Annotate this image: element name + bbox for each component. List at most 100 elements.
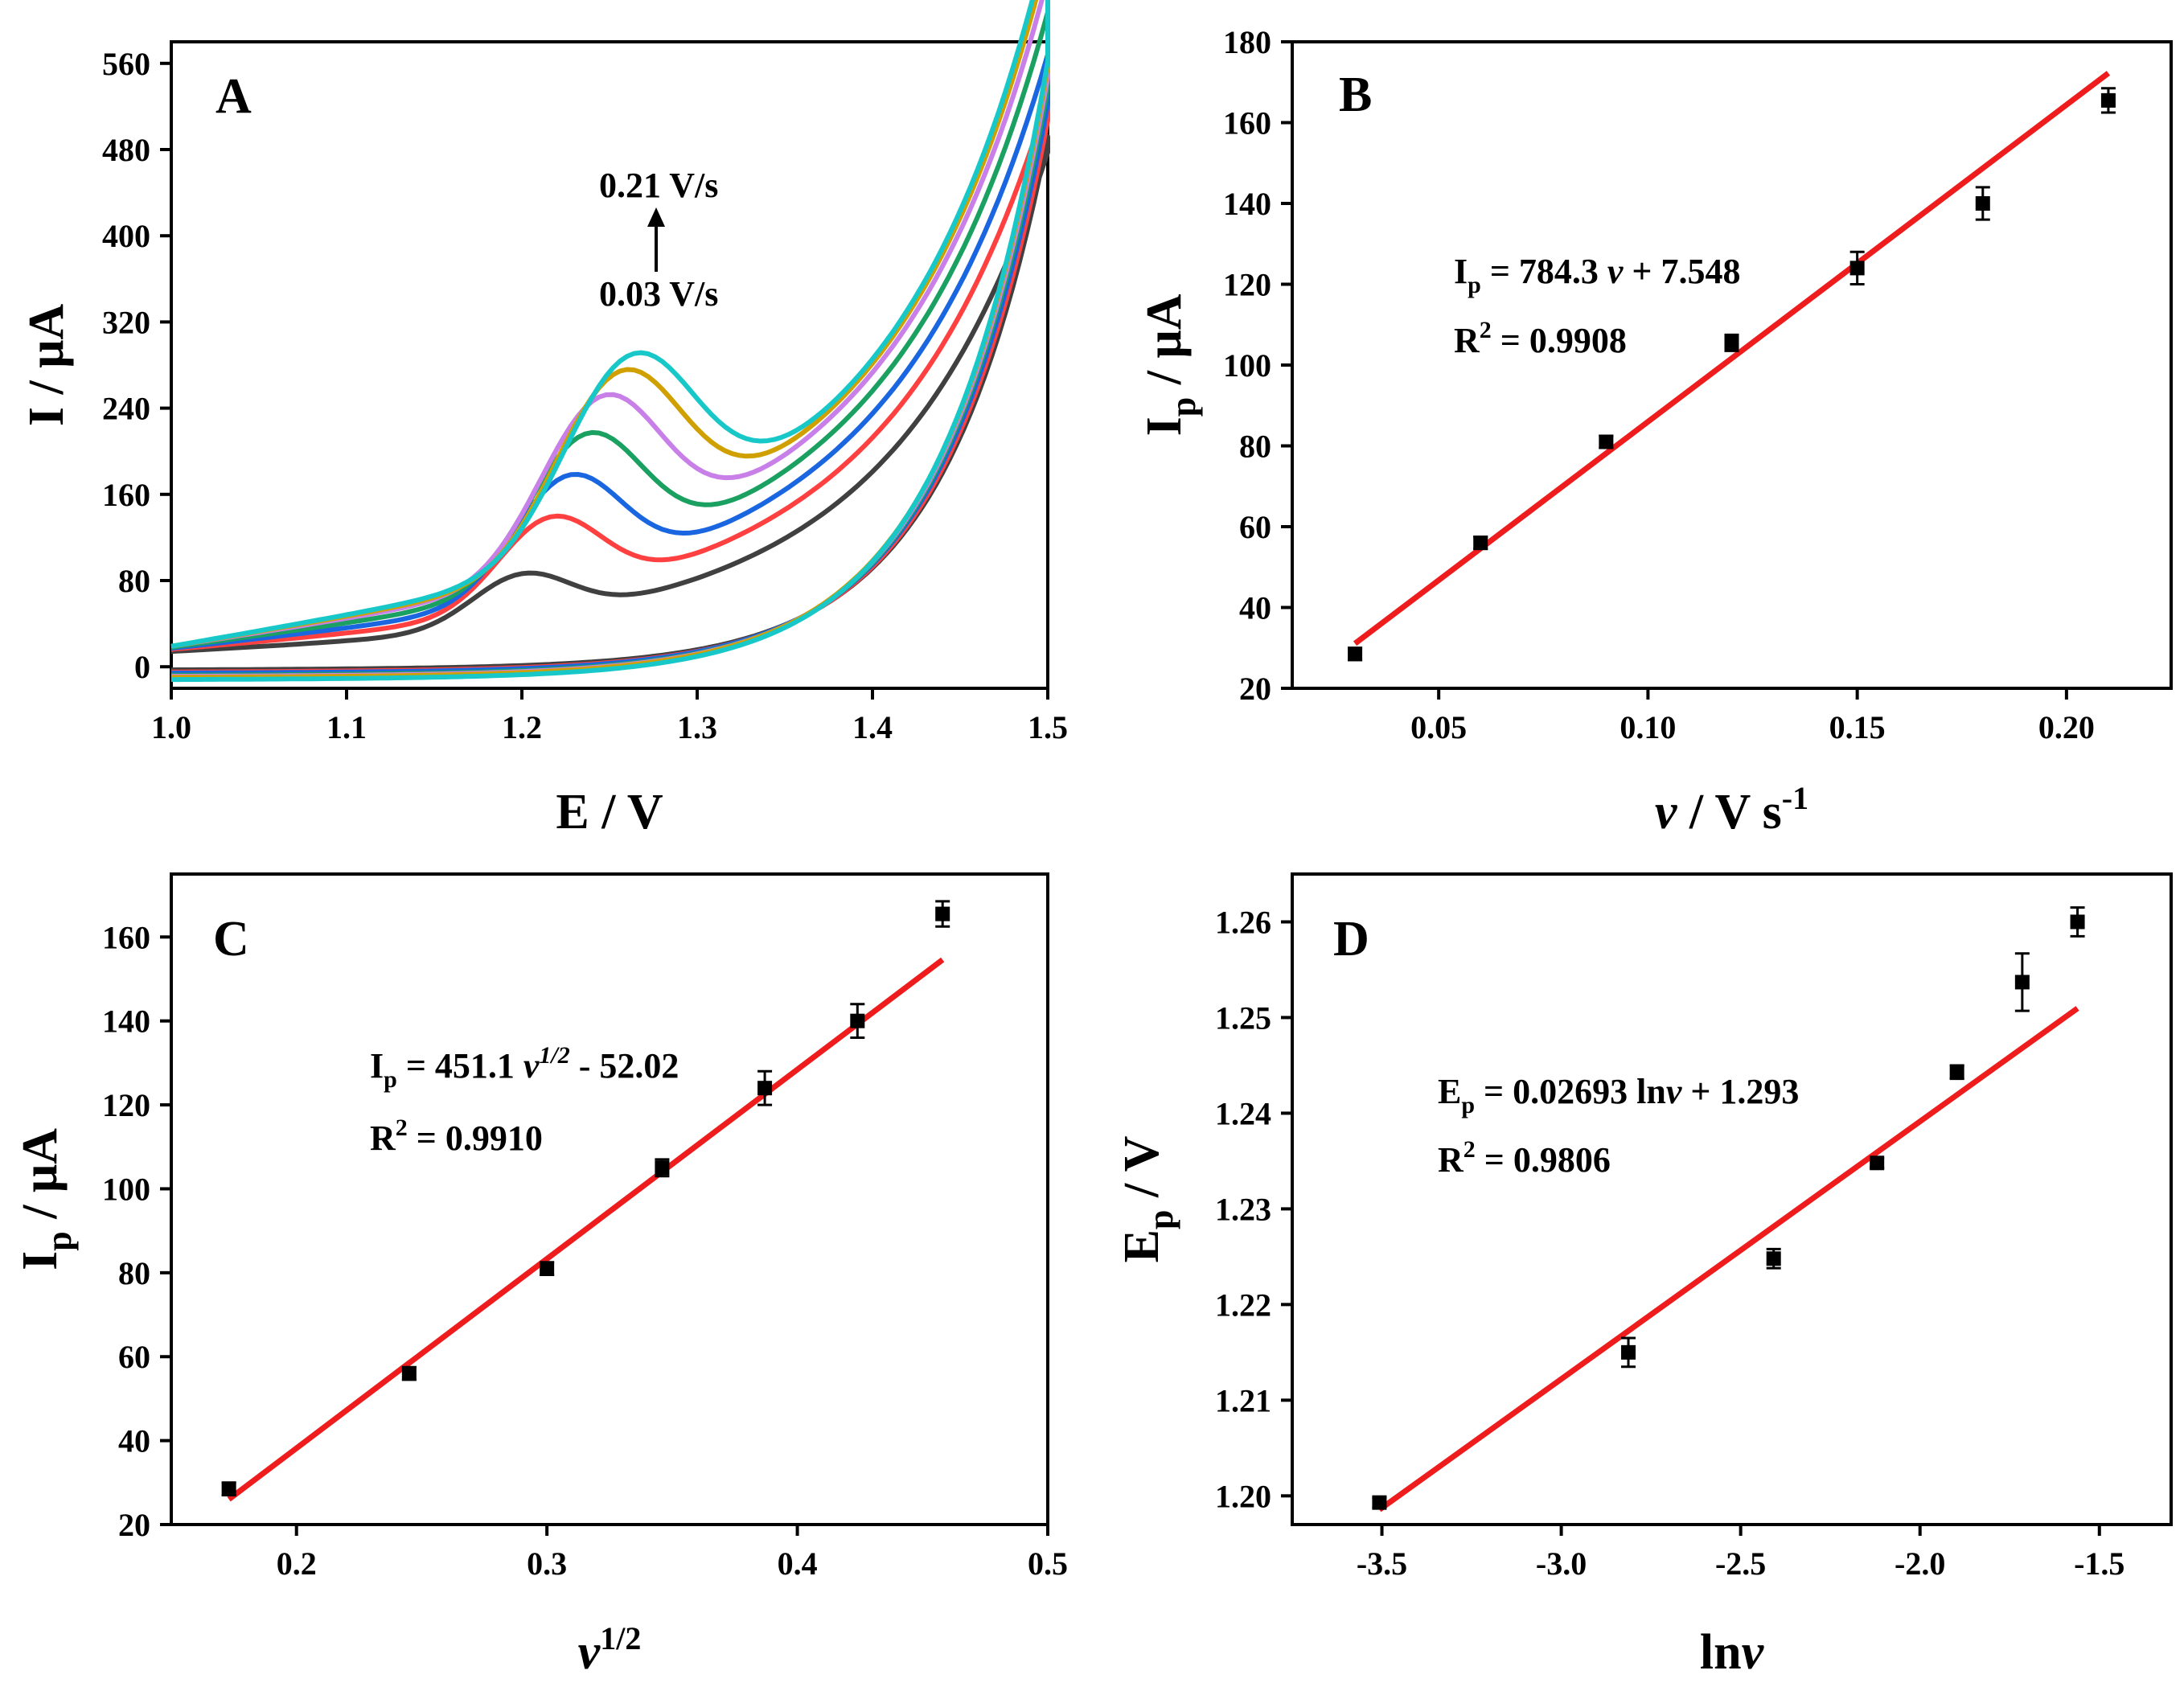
panel-letter: B (1339, 68, 1372, 122)
arrow-head (647, 207, 665, 227)
r-squared: R2 = 0.9910 (370, 1114, 543, 1158)
y-tick-label: 80 (118, 563, 150, 599)
data-point (401, 1366, 417, 1381)
y-tick-label: 60 (1239, 509, 1271, 545)
eq-var-sup: 1/2 (539, 1042, 569, 1069)
x-tick-label: 1.4 (852, 709, 893, 745)
r2-sup: 2 (396, 1114, 408, 1141)
ylab-unit: / V (1115, 1135, 1169, 1209)
data-point (2100, 92, 2116, 108)
y-tick-label: 80 (1239, 429, 1271, 465)
x-axis-title: v / V s-1 (1655, 780, 1808, 839)
y-tick-label: 40 (1239, 590, 1271, 626)
data-point (1724, 335, 1739, 351)
cv-curve (170, 0, 1050, 680)
y-tick-label: 160 (102, 919, 150, 955)
y-tick-label: 160 (102, 477, 150, 513)
ylab-unit: / μA (13, 1128, 68, 1231)
plot-frame (170, 872, 1049, 1526)
y-tick-label: 1.23 (1215, 1191, 1271, 1227)
cv-curve (170, 51, 1050, 676)
data-point (540, 1261, 555, 1276)
eq-sub: p (1468, 272, 1481, 298)
y-axis-title: I / μA (19, 304, 74, 427)
y-tick-label: 60 (118, 1339, 150, 1375)
ylab-sub: p (1164, 397, 1203, 417)
y-tick-label: 100 (1223, 347, 1271, 384)
data-point (757, 1081, 773, 1096)
r-squared: R2 = 0.9908 (1454, 317, 1627, 360)
data-point (1599, 434, 1614, 449)
data-point (1372, 1495, 1387, 1510)
x-tick-label: 0.20 (2038, 709, 2095, 745)
data-point (2070, 914, 2085, 930)
annotation-top: 0.21 V/s (599, 166, 718, 205)
data-point (1621, 1344, 1636, 1360)
x-axis-title: v1/2 (578, 1620, 642, 1680)
x-tick-label: 0.3 (527, 1545, 567, 1582)
y-tick-label: 320 (102, 304, 150, 340)
ylab-i: I (13, 1251, 68, 1270)
eq-lhs: I (370, 1046, 384, 1086)
eq-mid: = 0.02693 ln (1475, 1072, 1666, 1111)
eq-var: v (523, 1046, 540, 1086)
data-point (1473, 536, 1488, 551)
y-tick-label: 1.25 (1215, 999, 1271, 1036)
x-tick-label: 0.5 (1028, 1545, 1068, 1582)
y-tick-label: 1.26 (1215, 904, 1271, 940)
annotation-bottom: 0.03 V/s (599, 274, 718, 314)
x-tick-label: 0.2 (277, 1545, 317, 1582)
y-tick-label: 140 (1223, 186, 1271, 222)
x-axis-title: lnv (1700, 1625, 1765, 1680)
r-squared: R2 = 0.9806 (1438, 1136, 1611, 1180)
xlab-ln: ln (1700, 1625, 1742, 1680)
plot-frame (170, 40, 1049, 690)
cv-curve (170, 133, 1050, 673)
eq-var: v (1607, 252, 1624, 291)
cv-curve (170, 0, 1050, 683)
panel-letter: A (216, 69, 252, 124)
ylab-i: I (1137, 417, 1192, 436)
ylab-sub: p (1141, 1210, 1180, 1229)
y-tick-label: 1.24 (1215, 1095, 1271, 1131)
xlab-exp: -1 (1782, 780, 1808, 816)
y-axis-title: Ep / V (1115, 1135, 1180, 1262)
xlab-var: v (578, 1625, 601, 1680)
eq-sub: p (384, 1066, 397, 1093)
y-axis-title: Ip / μA (13, 1128, 79, 1270)
panel-a: 1.0 1.1 1.2 1.3 1.4 1.5 0 80 160 240 320 400 480 560 0… (102, 0, 1068, 745)
r2-label: R (1438, 1140, 1464, 1180)
x-tick-label: -2.5 (1715, 1545, 1766, 1582)
r2-value: = 0.9908 (1492, 321, 1627, 360)
data-point (2014, 975, 2030, 990)
x-tick-label: -1.5 (2074, 1545, 2124, 1582)
r2-sup: 2 (1464, 1136, 1476, 1163)
eq-lhs: E (1438, 1072, 1461, 1111)
r2-value: = 0.9806 (1476, 1140, 1611, 1180)
y-tick-label: 1.21 (1215, 1382, 1271, 1418)
data-point (655, 1160, 670, 1176)
y-tick-label: 40 (118, 1423, 150, 1459)
y-tick-label: 560 (102, 46, 150, 82)
cv-curve (170, 10, 1050, 678)
fit-equation: Ep = 0.02693 lnv + 1.293 (1438, 1072, 1799, 1118)
panel-c: 0.2 0.3 0.4 0.5 20 40 60 80 100 120 140 160 Ip = 451… (102, 872, 1068, 1582)
ylab-e: E (1115, 1229, 1169, 1262)
eq-sub: p (1461, 1092, 1475, 1118)
r2-label: R (1454, 321, 1480, 360)
data-point (1766, 1251, 1781, 1266)
eq-rest: - 52.02 (570, 1046, 679, 1086)
panel-letter: D (1333, 912, 1369, 967)
fit-line (227, 957, 945, 1502)
y-tick-label: 20 (118, 1507, 150, 1543)
panel-letter: C (213, 912, 249, 967)
eq-mid: = 784.3 (1481, 252, 1607, 291)
r2-label: R (370, 1118, 396, 1158)
x-tick-label: 1.2 (502, 709, 542, 745)
y-tick-label: 80 (118, 1255, 150, 1291)
x-tick-label: 0.4 (778, 1545, 818, 1582)
y-tick-label: 120 (1223, 267, 1271, 303)
data-point (1870, 1155, 1885, 1171)
ylab-unit: / μA (1137, 293, 1192, 396)
y-tick-label: 240 (102, 391, 150, 427)
